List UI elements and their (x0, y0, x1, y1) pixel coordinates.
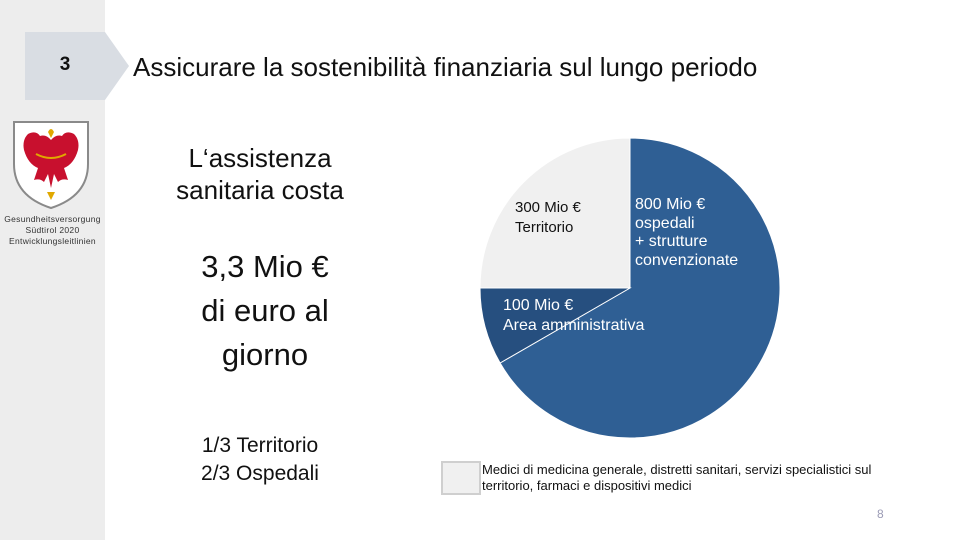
slice-label-line: convenzionate (635, 251, 739, 269)
slice-label-line: 100 Mio € (503, 297, 574, 314)
cost-split: 1/3 Territorio 2/3 Ospedali (155, 432, 365, 488)
daily-cost-line: 3,3 Mio € (201, 249, 329, 284)
daily-cost-line: giorno (221, 337, 309, 372)
cost-heading: L‘assistenza sanitaria costa (150, 142, 370, 206)
slice-label-line: + strutture (635, 233, 708, 250)
legend-text: Medici di medicina generale, distretti s… (482, 462, 872, 493)
slice-label-territorio: 300 Mio € Territorio (515, 198, 581, 238)
daily-cost: 3,3 Mio € di euro al giorno (150, 245, 380, 377)
cost-split-line: 1/3 Territorio (201, 434, 319, 457)
legend-swatch (441, 461, 481, 495)
cost-heading-line: sanitaria costa (176, 175, 344, 205)
slice-label-line: ospedali (635, 214, 695, 232)
org-line: Entwicklungsleitlinien (9, 236, 96, 246)
organization-name: Gesundheitsversorgung Südtirol 2020 Entw… (0, 214, 105, 247)
org-line: Südtirol 2020 (25, 225, 80, 235)
page-number: 8 (877, 507, 884, 521)
slice-label-line: 800 Mio € (635, 196, 706, 213)
org-line: Gesundheitsversorgung (4, 214, 101, 224)
page-title: Assicurare la sostenibilità finanziaria … (133, 52, 758, 82)
slice-label-line: 300 Mio € (515, 199, 581, 216)
pie-slice-ospedali (499, 137, 781, 439)
section-number: 3 (59, 54, 71, 75)
pie-slice-amministrativa (479, 287, 632, 364)
cost-split-line: 2/3 Ospedali (201, 462, 319, 485)
section-number-badge: 3 (25, 32, 130, 100)
slice-label-line: Area amministrativa (503, 317, 645, 334)
pie-slice-territorio (479, 137, 631, 289)
cost-pie-chart (479, 137, 781, 439)
slice-label-ospedali: 800 Mio € ospedali + strutture convenzio… (635, 196, 738, 270)
slice-label-amministrativa: 100 Mio € Area amministrativa (503, 296, 644, 336)
chevron-arrow-icon (25, 32, 129, 100)
daily-cost-line: di euro al (201, 293, 329, 328)
coat-of-arms-eagle-icon (13, 121, 89, 210)
cost-heading-line: L‘assistenza (188, 143, 332, 173)
slice-label-line: Territorio (515, 219, 574, 236)
